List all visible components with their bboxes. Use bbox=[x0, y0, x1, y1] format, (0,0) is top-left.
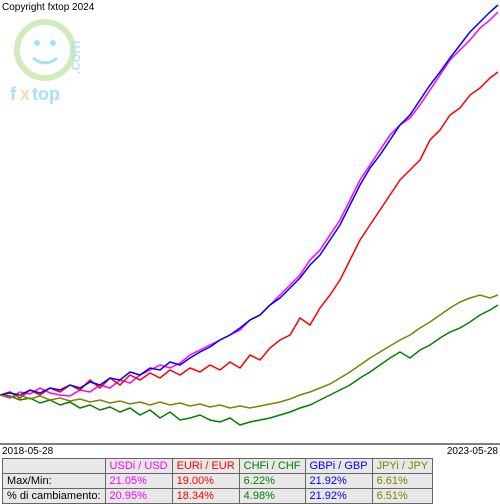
table-row-label: % di cambiamento: bbox=[3, 489, 106, 504]
series-gbpigbp bbox=[0, 5, 498, 395]
table-cell: 6.51% bbox=[372, 489, 433, 504]
end-date: 2023-05-28 bbox=[447, 446, 498, 457]
table-cell: 6.22% bbox=[239, 474, 305, 489]
table-cell: 20.95% bbox=[105, 489, 172, 504]
line-chart bbox=[0, 0, 500, 445]
table-header: CHFi / CHF bbox=[239, 459, 305, 474]
table-cell: 19.00% bbox=[172, 474, 239, 489]
table-header bbox=[3, 459, 106, 474]
series-chfichf bbox=[0, 305, 498, 425]
table-row-label: Max/Min: bbox=[3, 474, 106, 489]
start-date: 2018-05-28 bbox=[2, 446, 53, 457]
table-cell: 21.05% bbox=[105, 474, 172, 489]
table-cell: 21.92% bbox=[305, 474, 372, 489]
table-cell: 4.98% bbox=[239, 489, 305, 504]
series-usdiusd bbox=[0, 12, 498, 398]
table-cell: 6.61% bbox=[372, 474, 433, 489]
summary-table: USDi / USDEURi / EURCHFi / CHFGBPi / GBP… bbox=[2, 458, 433, 504]
table-header: GBPi / GBP bbox=[305, 459, 372, 474]
table-header: EURi / EUR bbox=[172, 459, 239, 474]
table-header: USDi / USD bbox=[105, 459, 172, 474]
table-header: JPYi / JPY bbox=[372, 459, 433, 474]
series-jpyijpy bbox=[0, 295, 498, 408]
table-cell: 18.34% bbox=[172, 489, 239, 504]
table-cell: 21.92% bbox=[305, 489, 372, 504]
